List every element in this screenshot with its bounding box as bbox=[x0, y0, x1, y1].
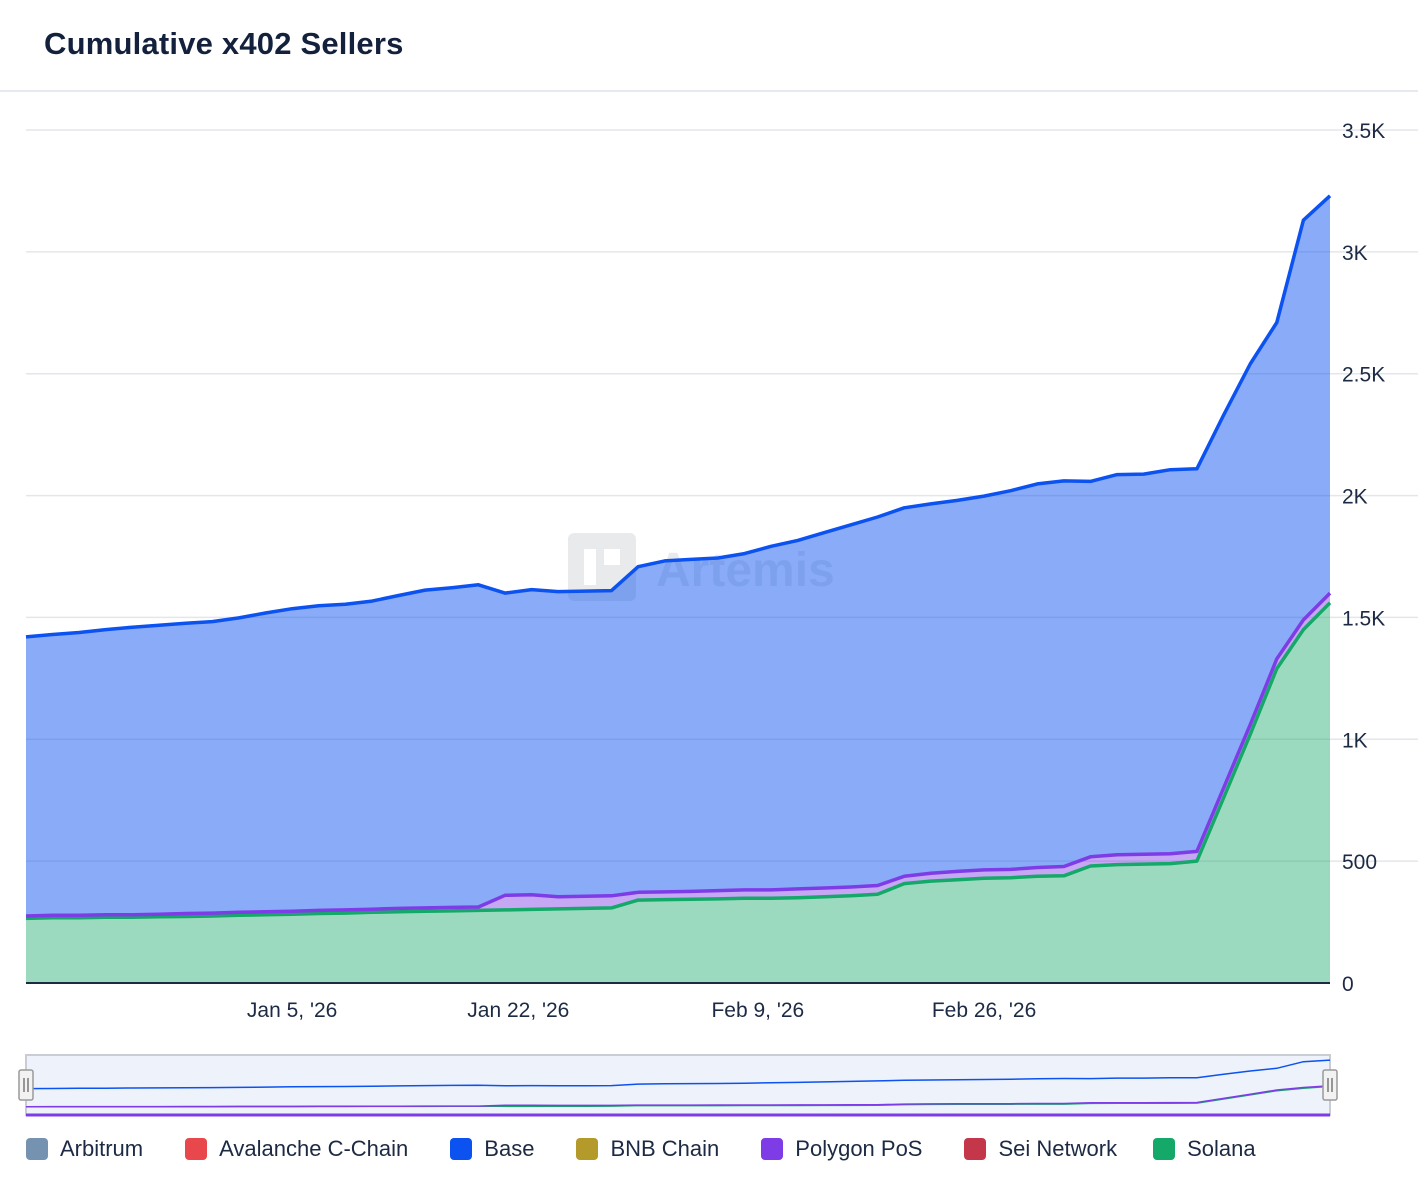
x-tick-label: Feb 26, '26 bbox=[932, 999, 1036, 1022]
legend-swatch-icon bbox=[185, 1138, 208, 1160]
y-tick-label: 3.5K bbox=[1342, 120, 1385, 143]
legend-item-polygon-pos[interactable]: Polygon PoS bbox=[761, 1136, 922, 1162]
y-tick-label: 1K bbox=[1342, 729, 1368, 752]
watermark-logo-mark bbox=[604, 549, 620, 565]
series-area-base bbox=[26, 195, 1330, 917]
y-tick-label: 1.5K bbox=[1342, 607, 1385, 630]
legend-item-base[interactable]: Base bbox=[450, 1136, 534, 1162]
legend-label: Avalanche C-Chain bbox=[219, 1136, 409, 1161]
y-tick-label: 500 bbox=[1342, 851, 1377, 874]
x-tick-label: Feb 9, '26 bbox=[711, 999, 804, 1022]
legend-label: Polygon PoS bbox=[795, 1136, 923, 1161]
navigator-line-polygon-pos bbox=[25, 1085, 1331, 1108]
handle-grip-icon bbox=[18, 1069, 34, 1101]
legend-item-sei-network[interactable]: Sei Network bbox=[964, 1136, 1117, 1162]
legend-swatch-icon bbox=[576, 1138, 599, 1160]
legend-label: Sei Network bbox=[998, 1136, 1118, 1161]
x-tick-label: Jan 22, '26 bbox=[467, 999, 569, 1022]
legend-item-bnb-chain[interactable]: BNB Chain bbox=[576, 1136, 719, 1162]
legend-label: BNB Chain bbox=[610, 1136, 720, 1161]
legend-label: Base bbox=[484, 1136, 535, 1161]
legend-swatch-icon bbox=[26, 1138, 48, 1160]
y-tick-label: 0 bbox=[1342, 973, 1354, 996]
series-area-solana bbox=[26, 602, 1330, 983]
legend-item-avalanche-c-chain[interactable]: Avalanche C-Chain bbox=[185, 1136, 408, 1162]
y-tick-label: 3K bbox=[1342, 242, 1368, 265]
series-line-polygon-pos bbox=[25, 591, 1332, 918]
legend-label: Solana bbox=[1187, 1136, 1256, 1161]
x-tick-label: Jan 5, '26 bbox=[247, 999, 337, 1022]
legend-swatch-icon bbox=[761, 1138, 784, 1160]
chart-legend: Arbitrum Avalanche C-Chain Base BNB Chain Po… bbox=[26, 1134, 1256, 1164]
navigator-handle-left[interactable] bbox=[18, 1069, 34, 1101]
chart-title: Cumulative x402 Sellers bbox=[44, 26, 404, 61]
y-tick-label: 2K bbox=[1342, 486, 1368, 509]
legend-item-solana[interactable]: Solana bbox=[1153, 1136, 1256, 1162]
range-navigator bbox=[18, 1054, 1338, 1117]
series-line-base bbox=[25, 194, 1332, 639]
navigator-line-base bbox=[25, 1059, 1331, 1090]
legend-swatch-icon bbox=[450, 1138, 473, 1160]
navigator-handle-right[interactable] bbox=[1322, 1069, 1338, 1101]
y-tick-label: 2.5K bbox=[1342, 364, 1385, 387]
legend-swatch-icon bbox=[1153, 1138, 1176, 1160]
legend-swatch-icon bbox=[964, 1138, 987, 1160]
handle-grip-icon bbox=[1322, 1069, 1338, 1101]
legend-item-arbitrum[interactable]: Arbitrum bbox=[26, 1136, 143, 1162]
series-line-solana bbox=[25, 601, 1332, 921]
legend-label: Arbitrum bbox=[60, 1136, 144, 1161]
watermark-logo-mark bbox=[584, 549, 596, 585]
chart-header: Cumulative x402 Sellers bbox=[0, 0, 1418, 92]
